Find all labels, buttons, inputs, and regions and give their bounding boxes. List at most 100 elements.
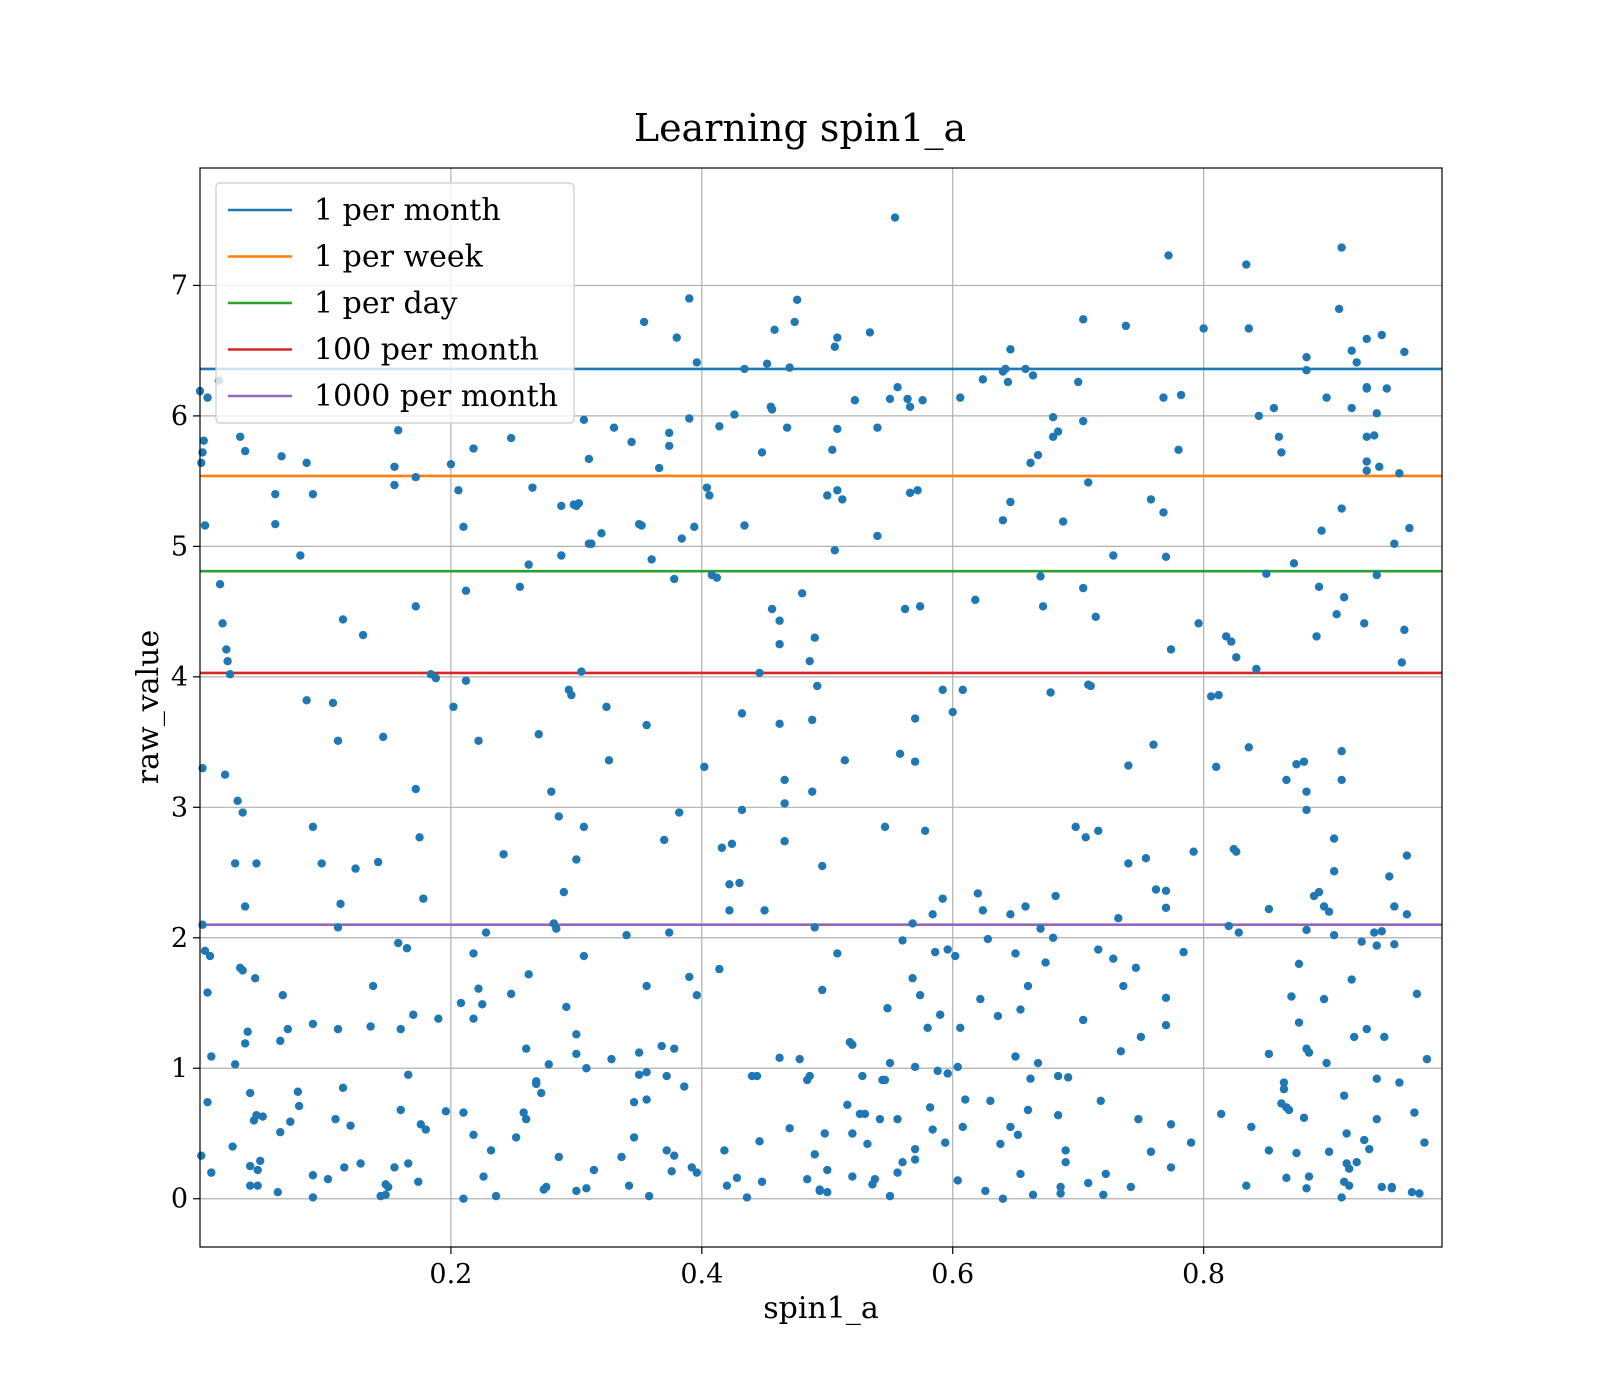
scatter-point bbox=[528, 483, 537, 492]
scatter-point bbox=[1385, 872, 1394, 881]
scatter-point bbox=[898, 1157, 907, 1167]
x-tick-label: 0.4 bbox=[680, 1259, 723, 1290]
scatter-point bbox=[225, 670, 235, 679]
scatter-point bbox=[277, 452, 286, 461]
scatter-point bbox=[1016, 1169, 1025, 1179]
scatter-point bbox=[1362, 384, 1371, 393]
scatter-point bbox=[1161, 903, 1171, 912]
scatter-point bbox=[383, 1182, 393, 1192]
scatter-point bbox=[1247, 1122, 1256, 1132]
scatter-point bbox=[755, 1137, 764, 1146]
scatter-point bbox=[1317, 526, 1326, 535]
scatter-point bbox=[1136, 1032, 1146, 1042]
scatter-point bbox=[843, 1100, 852, 1109]
scatter-point bbox=[1324, 1147, 1334, 1156]
scatter-point bbox=[245, 1161, 255, 1171]
scatter-point bbox=[1179, 947, 1188, 957]
scatter-point bbox=[692, 990, 701, 1000]
scatter-point bbox=[308, 489, 318, 499]
scatter-point bbox=[1282, 1173, 1291, 1183]
scatter-point bbox=[394, 938, 403, 948]
scatter-point bbox=[685, 414, 694, 423]
scatter-point bbox=[1329, 867, 1339, 876]
scatter-point bbox=[1011, 949, 1020, 958]
scatter-point bbox=[1028, 1190, 1038, 1200]
scatter-point bbox=[670, 1151, 679, 1160]
x-axis-label: spin1_a bbox=[763, 1291, 879, 1326]
scatter-point bbox=[1319, 994, 1329, 1004]
scatter-point bbox=[1264, 904, 1274, 914]
scatter-point bbox=[1023, 981, 1033, 991]
scatter-point bbox=[554, 812, 563, 821]
scatter-point bbox=[1199, 324, 1208, 333]
scatter-point bbox=[1332, 610, 1341, 619]
scatter-point bbox=[271, 489, 280, 499]
scatter-point bbox=[1038, 602, 1048, 611]
scatter-point bbox=[308, 1019, 318, 1029]
scatter-point bbox=[491, 1191, 501, 1201]
scatter-point bbox=[1046, 688, 1055, 697]
scatter-point bbox=[634, 1048, 644, 1057]
scatter-point bbox=[863, 1139, 872, 1149]
scatter-point bbox=[1262, 569, 1271, 578]
scatter-point bbox=[905, 488, 915, 498]
scatter-point bbox=[240, 446, 250, 456]
scatter-point bbox=[1036, 924, 1045, 933]
scatter-point bbox=[1390, 539, 1399, 548]
y-tick-label: 7 bbox=[171, 270, 188, 301]
scatter-point bbox=[740, 521, 749, 530]
scatter-point bbox=[1079, 1015, 1088, 1025]
scatter-point bbox=[1161, 552, 1171, 562]
scatter-point bbox=[1387, 1184, 1397, 1193]
scatter-point bbox=[402, 944, 412, 953]
scatter-point bbox=[993, 1011, 1003, 1021]
scatter-point bbox=[848, 1129, 857, 1138]
y-axis-label: raw_value bbox=[131, 630, 166, 784]
scatter-point bbox=[478, 1000, 487, 1009]
scatter-point bbox=[521, 1114, 531, 1124]
scatter-point bbox=[627, 437, 636, 447]
scatter-point bbox=[725, 880, 734, 889]
scatter-point bbox=[1166, 1120, 1176, 1129]
scatter-point bbox=[1189, 847, 1198, 856]
scatter-point bbox=[589, 1165, 599, 1175]
scatter-point bbox=[1141, 853, 1151, 863]
scatter-point bbox=[808, 715, 817, 725]
scatter-point bbox=[336, 899, 345, 909]
scatter-point bbox=[534, 730, 543, 739]
scatter-point bbox=[1051, 891, 1060, 901]
scatter-point bbox=[203, 393, 212, 402]
scatter-point bbox=[249, 1116, 259, 1125]
scatter-point bbox=[199, 436, 208, 445]
scatter-point bbox=[554, 1152, 563, 1162]
scatter-point bbox=[1264, 1049, 1274, 1059]
scatter-point bbox=[215, 580, 225, 589]
scatter-point bbox=[795, 1054, 804, 1064]
scatter-point bbox=[639, 317, 649, 327]
scatter-point bbox=[903, 394, 912, 404]
scatter-point bbox=[685, 972, 694, 982]
scatter-point bbox=[434, 1014, 443, 1023]
scatter-point bbox=[1244, 324, 1254, 333]
scatter-point bbox=[848, 1172, 857, 1181]
scatter-point bbox=[1347, 403, 1356, 413]
scatter-point bbox=[1362, 1024, 1371, 1034]
scatter-point bbox=[833, 949, 842, 958]
scatter-point bbox=[823, 1188, 832, 1197]
scatter-point bbox=[358, 630, 368, 640]
legend-label: 1 per week bbox=[314, 240, 484, 275]
scatter-point bbox=[356, 1159, 365, 1168]
scatter-point bbox=[833, 486, 842, 495]
scatter-point bbox=[404, 1159, 413, 1168]
scatter-point bbox=[961, 1095, 970, 1104]
scatter-point bbox=[1402, 851, 1412, 860]
scatter-point bbox=[1362, 334, 1371, 344]
legend-label: 1 per day bbox=[314, 286, 458, 321]
scatter-point bbox=[1370, 928, 1379, 937]
scatter-point bbox=[910, 1155, 920, 1164]
scatter-point bbox=[1011, 1052, 1020, 1061]
scatter-point bbox=[557, 501, 566, 511]
scatter-point bbox=[1061, 1157, 1070, 1167]
scatter-point bbox=[692, 1168, 701, 1177]
scatter-point bbox=[1056, 1189, 1065, 1198]
